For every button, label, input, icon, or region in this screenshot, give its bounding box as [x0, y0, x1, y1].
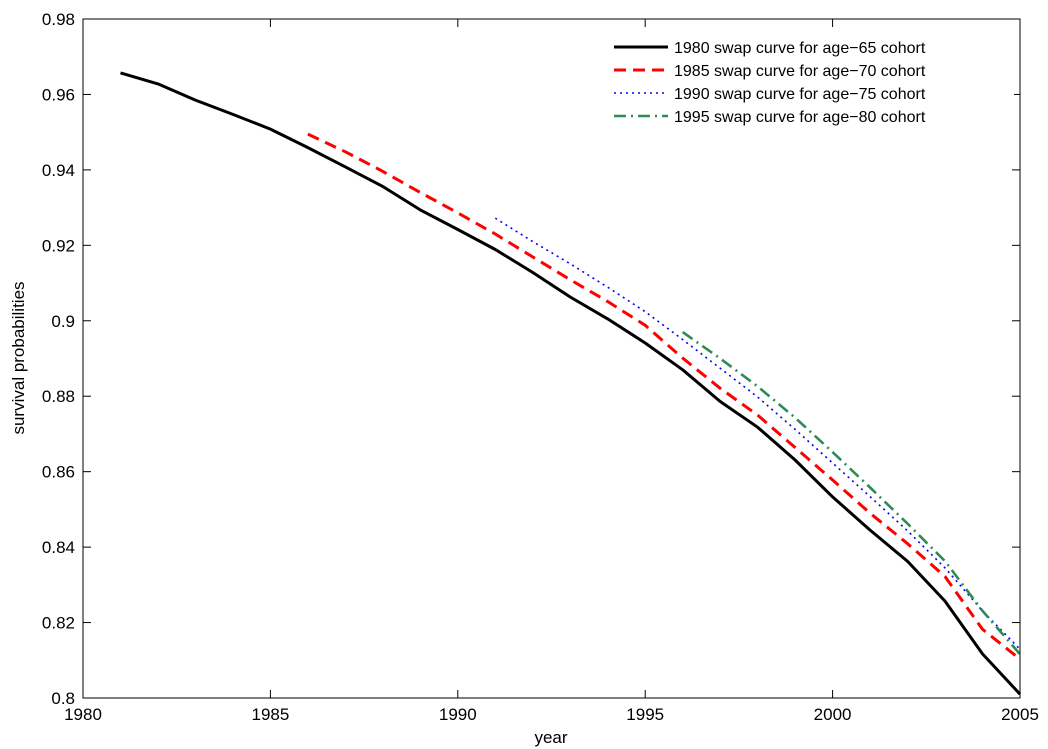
legend-label-1: 1980 swap curve for age−65 cohort	[674, 40, 926, 57]
series-line-2	[307, 132, 1021, 661]
series-layer	[120, 71, 1022, 696]
series-line-3	[494, 217, 1021, 650]
y-tick-label: 0.88	[42, 387, 75, 406]
x-tick-label: 1980	[64, 705, 102, 724]
y-tick-label: 0.92	[42, 236, 75, 255]
y-tick-label: 0.82	[42, 614, 75, 633]
y-tick-label: 0.94	[42, 161, 75, 180]
x-tick-label: 2005	[1001, 705, 1039, 724]
y-tick-label: 0.96	[42, 85, 75, 104]
y-tick-label: 0.98	[42, 10, 75, 29]
x-tick-label: 1985	[251, 705, 289, 724]
legend-box	[606, 34, 1014, 127]
y-axis: 0.8 0.82 0.84 0.86 0.88 0.9 0.92 0.94 0.96 0.98	[42, 10, 1020, 708]
legend-label-3: 1990 swap curve for age−75 cohort	[674, 86, 926, 103]
y-tick-label: 0.84	[42, 538, 75, 557]
y-tick-label: 0.86	[42, 463, 75, 482]
plot-frame	[82, 18, 1021, 699]
x-tick-label: 1995	[626, 705, 664, 724]
legend: 1980 swap curve for age−65 cohort 1985 sw…	[606, 34, 1014, 127]
series-line-1	[120, 71, 1022, 696]
x-tick-label: 1990	[439, 705, 477, 724]
x-tick-label: 2000	[814, 705, 852, 724]
plot-area	[82, 18, 1021, 699]
y-tick-label: 0.8	[51, 689, 75, 708]
series-line-4	[681, 331, 1021, 656]
legend-label-4: 1995 swap curve for age−80 cohort	[674, 109, 926, 126]
y-axis-title: survival probabilities	[9, 281, 28, 434]
y-tick-label: 0.9	[51, 312, 75, 331]
x-axis-title: year	[534, 728, 567, 747]
legend-label-2: 1985 swap curve for age−70 cohort	[674, 63, 926, 80]
